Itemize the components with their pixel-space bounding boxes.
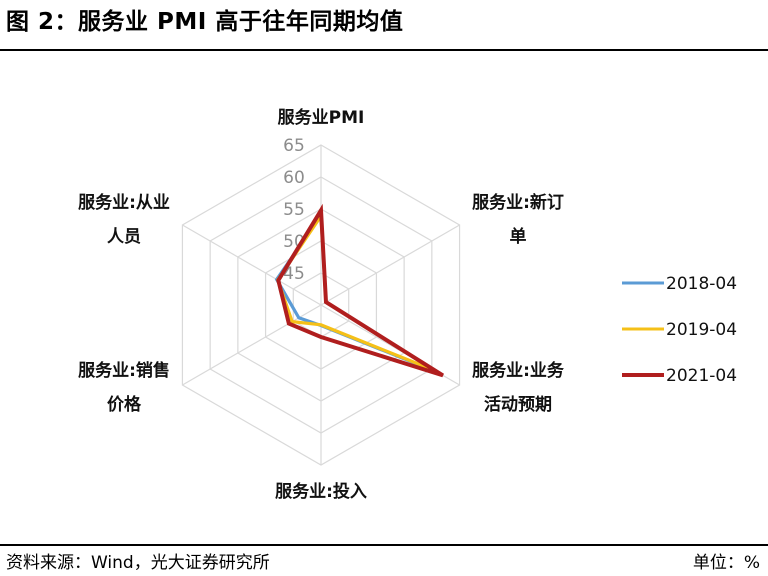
unit-note: 单位：%	[692, 553, 760, 573]
grid-spoke	[182, 224, 322, 306]
axis-label: 服务业:新订单	[472, 192, 564, 247]
tick-label: 55	[283, 200, 305, 220]
source-note: 资料来源：Wind，光大证券研究所	[6, 553, 270, 573]
legend-item: 2019-04	[622, 320, 737, 340]
radar-grid	[181, 144, 461, 466]
bottom-divider	[0, 544, 768, 546]
tick-label: 60	[283, 168, 305, 188]
chart-title: 图 2：服务业 PMI 高于往年同期均值	[6, 9, 404, 35]
series-2021-04	[276, 203, 444, 378]
axis-label: 服务业:销售价格	[78, 360, 170, 415]
legend-item: 2021-04	[622, 366, 737, 386]
axis-label: 服务业:从业人员	[78, 192, 170, 247]
tick-label: 45	[283, 264, 305, 284]
top-divider	[0, 49, 768, 51]
radar-series	[274, 203, 444, 378]
legend-item: 2018-04	[622, 274, 737, 294]
legend: 2018-04 2019-04 2021-04	[622, 274, 737, 386]
axis-label: 服务业:业务活动预期	[472, 360, 565, 415]
axis-label: 服务业PMI	[278, 107, 365, 128]
legend-label: 2019-04	[666, 320, 737, 340]
tick-label: 65	[283, 136, 305, 156]
grid-spoke	[320, 224, 460, 306]
legend-label: 2018-04	[666, 274, 737, 294]
legend-label: 2021-04	[666, 366, 737, 386]
axis-label: 服务业:投入	[275, 481, 367, 502]
